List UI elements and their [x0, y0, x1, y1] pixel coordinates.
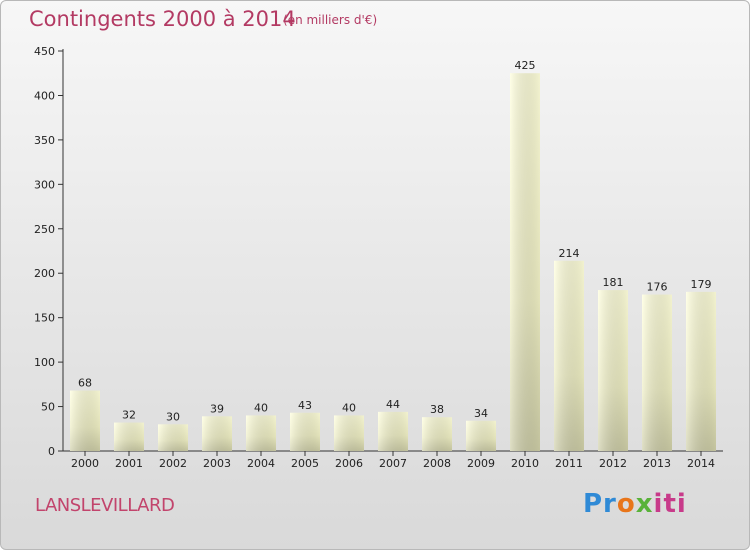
x-tick-label: 2004: [247, 457, 275, 470]
value-label-2010: 425: [515, 59, 536, 72]
bar-shade-2003: [202, 416, 232, 451]
y-tick-label: 150: [34, 312, 55, 325]
bar-shade-2006: [334, 415, 364, 451]
bar-shade-2001: [114, 422, 144, 451]
bar-shade-2008: [422, 417, 452, 451]
chart-title: Contingents 2000 à 2014: [29, 7, 296, 31]
value-label-2005: 43: [298, 399, 312, 412]
value-labels: 68 32 30 39 40 43 40 44 38 34 425 214 181 176 179: [78, 59, 712, 423]
value-label-2002: 30: [166, 410, 180, 423]
bar-shade-2004: [246, 415, 276, 451]
y-tick-label: 250: [34, 223, 55, 236]
bar-shade-2012: [598, 290, 628, 451]
x-tick-label: 2000: [71, 457, 99, 470]
x-tick-label: 2002: [159, 457, 187, 470]
y-tick-label: 0: [48, 445, 55, 458]
y-tick-label: 450: [34, 45, 55, 58]
commune-name: LANSLEVILLARD: [35, 495, 175, 516]
bar-shade-2011: [554, 260, 584, 451]
y-tick-label: 400: [34, 89, 55, 102]
x-tick-label: 2012: [599, 457, 627, 470]
y-tick-label: 200: [34, 267, 55, 280]
bars: [70, 73, 716, 451]
value-label-2007: 44: [386, 398, 400, 411]
value-label-2009: 34: [474, 407, 488, 420]
y-tick-label: 350: [34, 134, 55, 147]
x-tick-label: 2001: [115, 457, 143, 470]
value-label-2011: 214: [559, 247, 580, 260]
y-tick-label: 300: [34, 178, 55, 191]
x-tick-label: 2010: [511, 457, 539, 470]
x-tick-label: 2008: [423, 457, 451, 470]
x-tick-label: 2006: [335, 457, 363, 470]
y-tick-label: 50: [41, 401, 55, 414]
proxiti-logo[interactable]: Proxiti: [583, 489, 687, 519]
bar-shade-2000: [70, 390, 100, 451]
bar-shade-2013: [642, 294, 672, 451]
bar-shade-2010: [510, 73, 540, 451]
value-label-2013: 176: [647, 281, 668, 294]
value-label-2003: 39: [210, 402, 224, 415]
x-tick-label: 2013: [643, 457, 671, 470]
axes: 0 50 100 150 200 250 300 350 400 450 2000 2001 2002 2…: [34, 45, 723, 470]
x-tick-label: 2003: [203, 457, 231, 470]
bar-shade-2014: [686, 291, 716, 451]
chart-subtitle: (en milliers d'€): [283, 13, 378, 27]
value-label-2006: 40: [342, 401, 356, 414]
x-tick-label: 2011: [555, 457, 583, 470]
bar-shade-2007: [378, 411, 408, 451]
value-label-2014: 179: [691, 278, 712, 291]
value-label-2000: 68: [78, 377, 92, 390]
x-tick-label: 2005: [291, 457, 319, 470]
bar-shade-2002: [158, 424, 188, 451]
x-tick-label: 2009: [467, 457, 495, 470]
value-label-2001: 32: [122, 409, 136, 422]
bar-shade-2005: [290, 412, 320, 451]
value-label-2004: 40: [254, 401, 268, 414]
x-tick-label: 2014: [687, 457, 715, 470]
x-tick-label: 2007: [379, 457, 407, 470]
value-label-2008: 38: [430, 403, 444, 416]
y-tick-label: 100: [34, 356, 55, 369]
value-label-2012: 181: [603, 276, 624, 289]
bar-shade-2009: [466, 420, 496, 451]
